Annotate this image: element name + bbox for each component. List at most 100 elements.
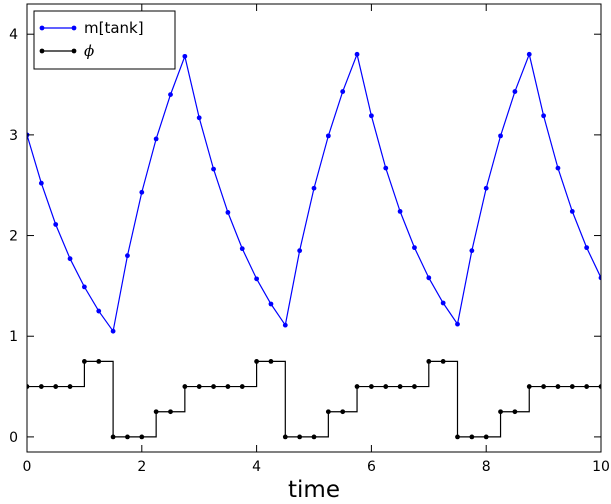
legend-item: m[tank] [39, 19, 144, 37]
data-point [369, 113, 374, 119]
data-point [182, 384, 188, 389]
legend-marker [39, 48, 45, 54]
data-point [584, 245, 590, 251]
series-layer [27, 51, 601, 440]
data-point [354, 384, 360, 389]
data-point [125, 434, 130, 440]
data-point [282, 434, 288, 440]
data-point [67, 256, 73, 262]
x-tick-label: 0 [23, 459, 32, 475]
legend-marker [71, 48, 77, 54]
data-point [196, 115, 202, 121]
data-point [412, 384, 417, 389]
legend-label: ϕ [84, 42, 94, 60]
data-point [139, 434, 145, 440]
data-point [110, 328, 116, 334]
data-point [440, 300, 446, 306]
data-point [153, 409, 159, 415]
data-point [469, 248, 475, 254]
data-point [526, 51, 532, 57]
data-point [426, 275, 432, 281]
ticks-layer: 0 2 4 6 8 10 0 1 2 3 4 [9, 4, 610, 475]
y-tick-label: 0 [9, 430, 18, 446]
data-point [469, 434, 475, 440]
plot-frame [26, 3, 602, 453]
data-point [282, 322, 288, 328]
y-tick-label: 2 [9, 229, 18, 245]
data-point [369, 384, 374, 389]
data-point [598, 275, 601, 281]
data-point [239, 384, 245, 389]
data-point [598, 384, 601, 389]
y-tick-label: 4 [9, 27, 18, 43]
legend-label: m[tank] [84, 19, 144, 37]
data-point [397, 384, 403, 389]
data-point [584, 384, 590, 389]
data-point [498, 409, 503, 415]
data-point [168, 92, 173, 98]
data-point [455, 434, 460, 440]
y-tick-label: 1 [9, 329, 18, 345]
series-line [27, 52, 601, 333]
data-point [254, 276, 259, 282]
data-point [569, 384, 575, 389]
data-point [541, 384, 546, 389]
data-point [311, 185, 317, 191]
series-2 [27, 358, 601, 440]
data-point [182, 53, 188, 59]
data-point [82, 358, 87, 364]
data-point [268, 301, 274, 307]
data-point [541, 113, 546, 119]
data-point [498, 133, 503, 139]
data-point [27, 384, 30, 389]
legend-marker [39, 25, 45, 31]
data-point [340, 409, 346, 415]
series-line [27, 360, 601, 438]
data-point [268, 358, 274, 364]
data-point [38, 180, 44, 186]
x-tick-label: 10 [592, 459, 610, 475]
data-point [38, 384, 44, 389]
legend: m[tank] ϕ [33, 10, 176, 70]
data-point [483, 185, 489, 191]
data-point [211, 384, 216, 389]
data-point [67, 384, 73, 389]
data-point [383, 384, 389, 389]
data-point [325, 409, 331, 415]
data-point [555, 165, 561, 171]
x-tick-label: 6 [367, 459, 376, 475]
data-point [455, 321, 460, 327]
data-point [53, 222, 59, 227]
data-point [311, 434, 317, 440]
legend-item: ϕ [39, 42, 94, 60]
data-point [239, 246, 245, 252]
data-point [153, 136, 159, 142]
data-point [110, 434, 116, 440]
x-axis-title: time [288, 477, 340, 503]
data-point [139, 189, 145, 195]
data-point [383, 165, 389, 171]
data-point [325, 133, 331, 139]
data-point [53, 384, 59, 389]
data-point [483, 434, 489, 440]
data-point [297, 434, 303, 440]
data-point [440, 358, 446, 364]
y-tick-label: 3 [9, 128, 18, 144]
data-point [225, 384, 231, 389]
data-point [512, 89, 518, 94]
series-1 [27, 51, 601, 334]
data-point [412, 245, 417, 251]
legend-marker [71, 25, 77, 31]
data-point [354, 51, 360, 57]
legend-box [33, 10, 176, 70]
data-point [168, 409, 173, 415]
data-point [211, 166, 216, 172]
data-point [297, 248, 303, 254]
data-point [512, 409, 518, 415]
data-point [526, 384, 532, 389]
data-point [569, 208, 575, 214]
data-point [196, 384, 202, 389]
data-point [96, 308, 102, 314]
x-tick-label: 8 [482, 459, 491, 475]
